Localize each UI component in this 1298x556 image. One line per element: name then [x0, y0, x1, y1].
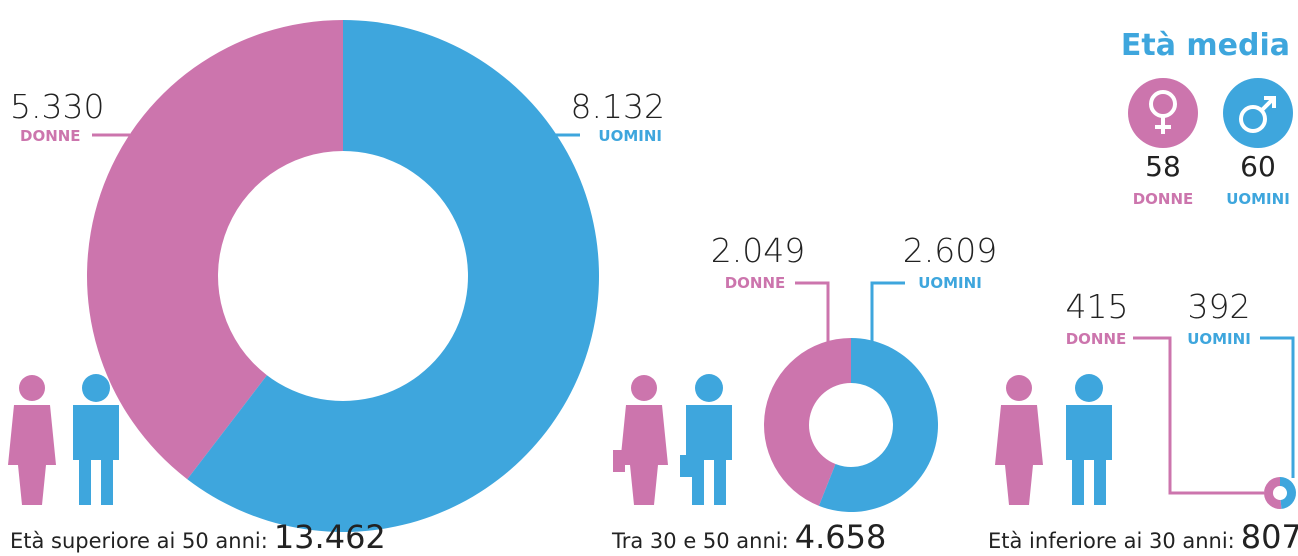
man-icon: [680, 374, 732, 505]
donut-segment: [1264, 477, 1282, 509]
average-age-label: UOMINI: [1226, 190, 1290, 208]
leader-line: [795, 281, 830, 345]
people-icons: [8, 374, 1112, 505]
chart-title-text: Tra 30 e 50 anni:: [611, 529, 789, 553]
value-label: 392: [1188, 287, 1251, 326]
man-icon: [1066, 374, 1112, 505]
female-symbol: [1128, 78, 1198, 148]
category-label: DONNE: [1066, 330, 1127, 348]
chart-total: 4.658: [795, 518, 887, 556]
leader-line: [1260, 336, 1295, 478]
donut-segment: [187, 20, 599, 532]
value-label: 5.330: [10, 87, 104, 126]
donut-segment: [763, 338, 851, 506]
leader-lines: [92, 133, 1295, 495]
average-age-label: DONNE: [1133, 190, 1194, 208]
male-circle: [1223, 78, 1293, 148]
chart-title-text: Età inferiore ai 30 anni:: [988, 529, 1235, 553]
value-label: 2.049: [711, 231, 805, 270]
woman-icon: [995, 375, 1043, 505]
leader-line: [1133, 336, 1264, 495]
average-age-value: 58: [1145, 150, 1181, 183]
category-label: UOMINI: [598, 127, 662, 145]
average-age-title: Età media: [1121, 28, 1290, 63]
chart-title-text: Età superiore ai 50 anni:: [10, 529, 268, 553]
category-label: DONNE: [725, 274, 786, 292]
chart-title: Età superiore ai 50 anni: 13.462: [10, 518, 386, 556]
donut-segment: [818, 338, 938, 512]
value-label: 2.609: [903, 231, 997, 270]
chart-title: Tra 30 e 50 anni: 4.658: [611, 518, 886, 556]
chart-title: Età inferiore ai 30 anni: 807: [988, 518, 1298, 556]
average-age-value: 60: [1240, 150, 1276, 183]
woman-icon: [613, 375, 668, 505]
woman-icon: [8, 375, 56, 505]
category-label: DONNE: [20, 127, 81, 145]
chart-total: 807: [1241, 518, 1298, 556]
chart-total: 13.462: [274, 518, 386, 556]
value-label: 8.132: [571, 87, 665, 126]
donut-segment: [87, 20, 343, 480]
male-symbol: [1223, 78, 1293, 148]
category-label: UOMINI: [918, 274, 982, 292]
value-label: 415: [1066, 287, 1129, 326]
man-icon: [73, 374, 119, 505]
female-circle: [1128, 78, 1198, 148]
leader-line: [870, 281, 905, 345]
category-label: UOMINI: [1187, 330, 1251, 348]
donut-segment: [1280, 477, 1296, 509]
